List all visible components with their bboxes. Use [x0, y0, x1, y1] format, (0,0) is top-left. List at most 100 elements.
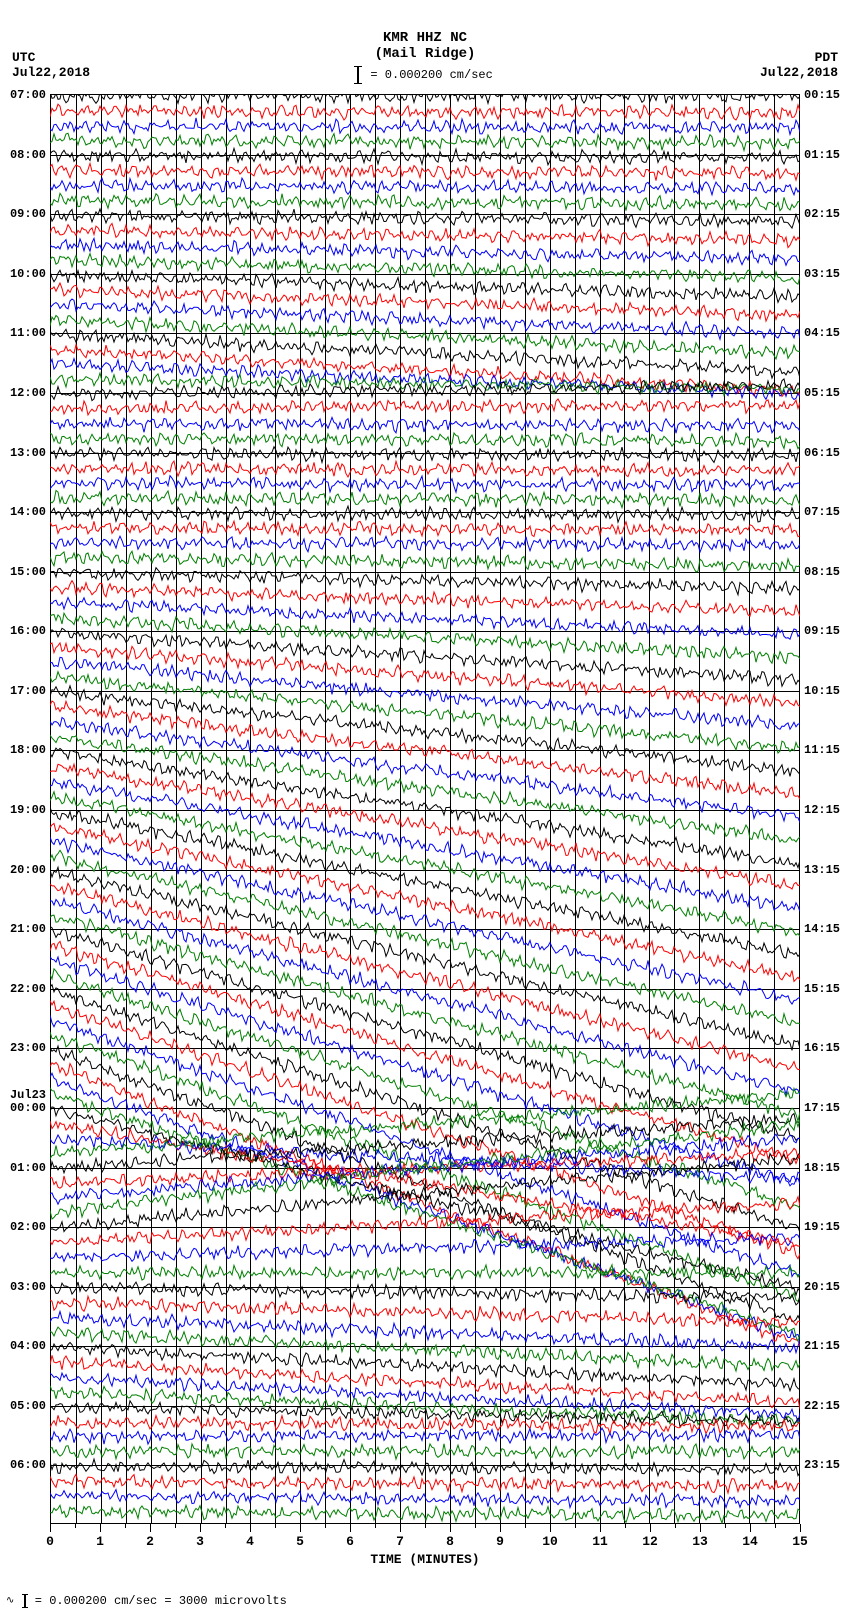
seismic-trace	[50, 686, 800, 777]
x-tick-label: 3	[196, 1534, 204, 1549]
x-tick-label: 10	[542, 1534, 558, 1549]
seismic-trace	[50, 521, 800, 537]
hour-label-left: 03:00	[10, 1281, 46, 1293]
seismic-trace	[50, 118, 800, 134]
scale-bar-icon	[357, 66, 359, 84]
hour-label-left: 21:00	[10, 923, 46, 935]
seismic-trace	[50, 178, 800, 195]
date-change-label: Jul23	[10, 1089, 46, 1101]
hour-label-right: 04:15	[804, 327, 840, 339]
seismic-trace	[50, 1401, 800, 1427]
x-axis-title: TIME (MINUTES)	[370, 1552, 479, 1567]
seismogram-traces	[50, 94, 800, 1524]
hour-label-left: 16:00	[10, 625, 46, 637]
hour-label-right: 20:15	[804, 1281, 840, 1293]
hour-label-right: 01:15	[804, 149, 840, 161]
seismic-trace	[50, 329, 800, 378]
date-left-label: Jul22,2018	[12, 65, 90, 80]
hour-label-left: 09:00	[10, 208, 46, 220]
hour-label-right: 17:15	[804, 1102, 840, 1114]
x-tick-label: 5	[296, 1534, 304, 1549]
x-tick-label: 11	[592, 1534, 608, 1549]
hour-label-left: 13:00	[10, 447, 46, 459]
timezone-left: UTC Jul22,2018	[12, 50, 90, 80]
x-tick-label: 6	[346, 1534, 354, 1549]
hour-label-left: 15:00	[10, 566, 46, 578]
seismic-trace	[50, 613, 800, 663]
hour-label-left: 00:00	[10, 1102, 46, 1114]
seismic-trace	[50, 209, 800, 228]
hour-label-right: 11:15	[804, 744, 840, 756]
hour-label-right: 05:15	[804, 387, 840, 399]
hour-label-right: 19:15	[804, 1221, 840, 1233]
seismic-trace	[50, 433, 800, 449]
seismic-trace	[50, 1505, 800, 1523]
hour-label-left: 20:00	[10, 864, 46, 876]
hour-label-right: 13:15	[804, 864, 840, 876]
footer-bar-icon	[24, 1594, 26, 1608]
tz-right-label: PDT	[760, 50, 838, 65]
hour-label-left: 18:00	[10, 744, 46, 756]
seismic-trace	[50, 461, 800, 477]
seismic-trace	[50, 1327, 800, 1371]
seismic-trace	[50, 807, 800, 958]
hour-label-right: 02:15	[804, 208, 840, 220]
seismic-trace	[50, 491, 800, 508]
seismic-trace	[50, 581, 800, 617]
seismic-trace	[50, 506, 800, 522]
hour-label-right: 06:15	[804, 447, 840, 459]
hour-label-right: 14:15	[804, 923, 840, 935]
seismic-trace	[50, 193, 800, 210]
seismic-trace	[50, 941, 800, 1164]
x-tick-label: 8	[446, 1534, 454, 1549]
hour-label-left: 01:00	[10, 1162, 46, 1174]
hour-label-right: 07:15	[804, 506, 840, 518]
x-tick-label: 4	[246, 1534, 254, 1549]
scale-legend: = 0.000200 cm/sec	[0, 66, 850, 84]
seismic-trace	[50, 568, 800, 595]
seismic-trace	[50, 1088, 800, 1158]
station-subtitle: (Mail Ridge)	[0, 46, 850, 62]
hour-label-right: 08:15	[804, 566, 840, 578]
hour-label-right: 09:15	[804, 625, 840, 637]
date-right-label: Jul22,2018	[760, 65, 838, 80]
seismic-trace	[50, 1490, 800, 1508]
seismic-trace	[50, 447, 800, 463]
x-tick-label: 2	[146, 1534, 154, 1549]
x-tick-label: 12	[642, 1534, 658, 1549]
hour-label-right: 00:15	[804, 89, 840, 101]
hour-label-right: 18:15	[804, 1162, 840, 1174]
hour-label-left: 23:00	[10, 1042, 46, 1054]
seismic-trace	[50, 957, 800, 1186]
x-tick-label: 9	[496, 1534, 504, 1549]
seismic-trace	[50, 399, 800, 415]
seismic-trace	[50, 104, 800, 120]
seismic-trace	[50, 1444, 800, 1459]
hour-label-right: 22:15	[804, 1400, 840, 1412]
seismic-trace	[50, 476, 800, 493]
tz-left-label: UTC	[12, 50, 90, 65]
seismic-trace	[50, 837, 800, 1004]
hour-label-left: 17:00	[10, 685, 46, 697]
seismic-trace	[50, 133, 800, 150]
x-tick-label: 13	[692, 1534, 708, 1549]
hour-label-left: 19:00	[10, 804, 46, 816]
seismic-trace	[50, 299, 800, 339]
hour-label-right: 12:15	[804, 804, 840, 816]
hour-label-left: 10:00	[10, 268, 46, 280]
hour-label-left: 05:00	[10, 1400, 46, 1412]
seismic-trace	[50, 1428, 800, 1444]
left-hour-labels: 07:0008:0009:0010:0011:0012:0013:0014:00…	[4, 94, 48, 1524]
seismic-trace	[50, 379, 800, 401]
hour-label-right: 23:15	[804, 1459, 840, 1471]
hour-label-left: 02:00	[10, 1221, 46, 1233]
hour-label-left: 14:00	[10, 506, 46, 518]
hour-label-right: 03:15	[804, 268, 840, 280]
x-axis: TIME (MINUTES) 0123456789101112131415	[50, 1524, 800, 1574]
hour-label-right: 15:15	[804, 983, 840, 995]
hour-label-left: 06:00	[10, 1459, 46, 1471]
x-tick-label: 15	[792, 1534, 808, 1549]
seismic-trace	[50, 417, 800, 433]
hour-label-right: 21:15	[804, 1340, 840, 1352]
footer-scale: ∿ = 0.000200 cm/sec = 3000 microvolts	[0, 1594, 850, 1608]
